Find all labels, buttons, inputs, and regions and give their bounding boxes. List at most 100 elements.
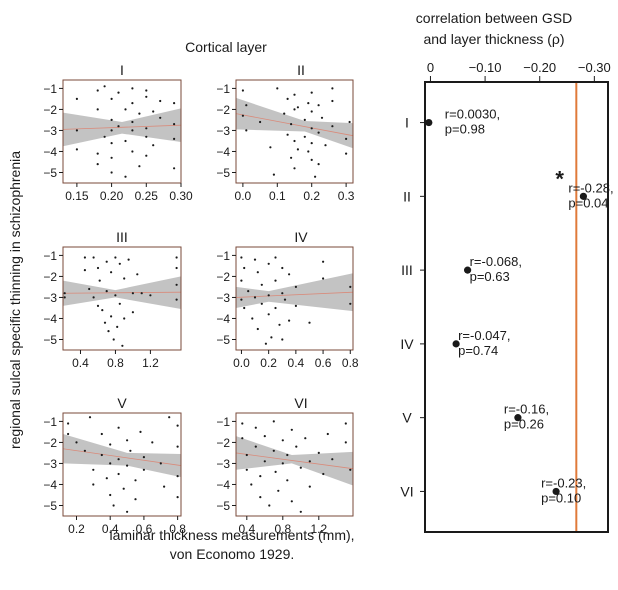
confidence-band [236,97,353,149]
data-point [138,165,141,168]
data-point [303,118,306,121]
data-point [245,104,248,107]
data-point [267,294,270,297]
data-point [310,91,313,94]
data-point [241,422,244,425]
data-point [151,441,154,444]
x-tick-label: 0.15 [65,189,89,203]
data-point [317,131,320,134]
plots: I−1−2−3−4−50.15 0.20 0.25 0.30II−1−2−3−4−50… [43,60,613,536]
panel-title: IV [294,229,308,245]
data-point [131,102,134,105]
data-point [103,85,106,88]
data-point [131,292,134,295]
data-point [324,144,327,147]
x-tick-label: 0.8 [342,356,359,370]
data-point [274,470,277,473]
data-point [344,441,347,444]
x-tick-label: 0.2 [260,356,277,370]
data-point [134,479,137,482]
data-point [118,262,121,265]
x-tick-label: 0.0 [235,189,252,203]
data-point [145,127,148,130]
confidence-band [236,273,353,312]
data-point [145,135,148,138]
data-point [75,441,78,444]
data-point [283,298,287,301]
data-point [259,475,262,478]
data-point [349,302,352,305]
data-point [96,266,100,270]
correlation-annotation-p: p=0.26 [504,417,544,432]
data-point [92,296,95,299]
data-point [110,315,113,318]
panel-v: V −1 −2 −3 −4 −5 0.2 0.4 0.6 0.8 [43,395,186,536]
left-xlabel-line2: von Economo 1929. [170,546,295,562]
data-point [100,453,103,457]
data-point [145,89,148,92]
data-point [310,142,313,145]
data-point [105,260,108,263]
panel-title: V [117,395,127,411]
data-point [240,279,243,282]
significance-marker: * [555,166,564,191]
data-point [274,279,277,282]
data-point [256,327,259,331]
panel-iv: IV −1 −2 −3 −4 −50.0 0.2 0.4 0.6 0.8 [216,229,359,370]
data-point [241,437,244,440]
x-tick-label: 0.8 [107,356,124,370]
data-point [303,135,306,138]
data-point [288,319,291,322]
y-tick-label: −5 [216,166,230,180]
data-point [310,158,313,161]
y-tick-label: −3 [216,124,230,138]
data-point [126,439,129,442]
data-point [256,271,259,274]
data-point [269,146,272,149]
data-point [124,108,127,111]
y-tick-label: −4 [216,478,230,492]
left-title: Cortical layer [185,39,267,55]
data-point [331,458,334,461]
data-point [308,321,311,324]
data-point [245,453,248,457]
data-point [349,285,352,288]
data-point [326,432,329,436]
data-point [117,426,120,429]
data-point [317,104,320,107]
data-point [92,468,95,471]
panel-frame [62,79,182,184]
panel-frame [235,412,354,517]
y-tick-label: −1 [216,415,230,429]
data-point [240,256,243,259]
data-point [267,313,270,316]
data-point [290,500,293,503]
data-point [117,125,120,128]
panel-title: III [116,229,128,245]
data-point [320,116,324,119]
data-point [110,171,113,174]
y-tick-label: −3 [216,291,230,305]
data-point [314,175,317,178]
data-point [272,420,275,423]
data-point [67,432,70,436]
data-point [263,460,266,463]
data-point [243,266,246,270]
data-point [286,97,289,100]
data-point [317,163,320,166]
data-point [105,477,108,480]
data-point [110,97,113,100]
data-point [110,271,113,274]
y-tick-label: −4 [216,312,230,326]
data-point [116,325,119,328]
data-point [63,292,66,295]
y-tick-label: −1 [43,82,57,96]
data-point [175,283,178,286]
data-point [331,99,334,103]
x-tick-label: 0.4 [72,356,89,370]
data-point [122,487,125,490]
left-xlabel-line1: laminar thickness measurements (mm), [109,527,354,543]
data-point [75,148,78,151]
x-tick-label: 0.30 [169,189,193,203]
data-point [105,290,108,293]
